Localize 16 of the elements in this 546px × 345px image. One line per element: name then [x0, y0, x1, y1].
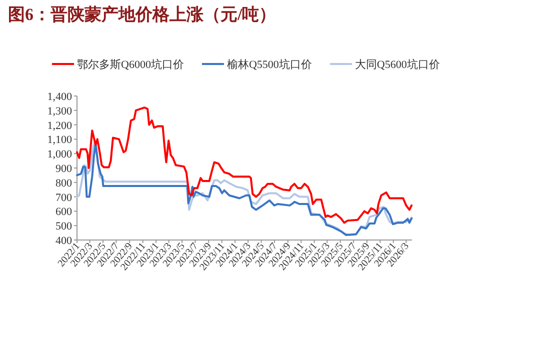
y-tick-label: 800 — [56, 177, 72, 190]
y-tick-label: 1,300 — [47, 105, 72, 118]
y-tick-label: 1,400 — [47, 91, 72, 103]
legend-label: 大同Q5600坑口价 — [354, 58, 440, 71]
legend-label: 鄂尔多斯Q6000坑口价 — [77, 58, 184, 71]
y-tick-label: 400 — [56, 235, 72, 247]
y-tick-label: 1,100 — [47, 134, 72, 146]
line-series — [76, 106, 413, 224]
y-tick-label: 1,200 — [47, 120, 72, 132]
y-tick-label: 1,000 — [47, 148, 72, 161]
chart-title: 图6：晋陕蒙产地价格上涨（元/吨） — [8, 5, 276, 24]
y-tick-label: 600 — [56, 206, 72, 218]
y-tick-label: 700 — [56, 192, 72, 204]
legend-label: 榆林Q5500坑口价 — [226, 58, 312, 71]
y-tick-label: 500 — [56, 220, 72, 233]
y-tick-label: 900 — [56, 163, 72, 175]
